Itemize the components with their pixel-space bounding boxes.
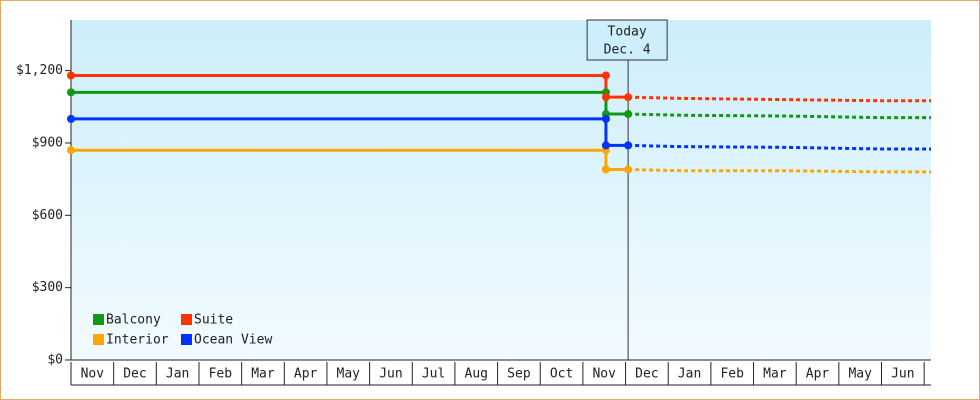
- forecast-line: [628, 112, 931, 120]
- x-tick-label: May: [337, 367, 361, 382]
- legend-label: Suite: [194, 313, 233, 328]
- x-tick-label: May: [848, 367, 872, 382]
- x-tick-label: Jul: [422, 367, 445, 382]
- y-tick-label: $900: [32, 135, 63, 150]
- x-tick-label: Mar: [251, 367, 275, 382]
- legend-label: Interior: [106, 333, 169, 348]
- x-tick-label: Feb: [720, 367, 744, 382]
- x-tick-label: Sep: [507, 367, 531, 382]
- point: [67, 146, 75, 155]
- legend-swatch: [181, 334, 192, 345]
- legend-swatch: [181, 314, 192, 325]
- point: [624, 141, 633, 150]
- x-tick-label: Apr: [806, 367, 830, 382]
- x-tick-label: Nov: [592, 367, 616, 382]
- x-tick-label: Jun: [891, 367, 914, 382]
- point: [601, 93, 610, 102]
- legend-label: Ocean View: [194, 333, 272, 348]
- today-date: Dec. 4: [604, 43, 651, 58]
- x-tick-label: Nov: [81, 367, 105, 382]
- x-tick-label: Aug: [465, 367, 488, 382]
- x-tick-label: Feb: [209, 367, 233, 382]
- point: [67, 71, 75, 80]
- forecast-line: [628, 168, 931, 174]
- forecast-line: [628, 143, 931, 151]
- history-line: [71, 90, 629, 116]
- x-tick-label: Apr: [294, 367, 318, 382]
- legend-swatch: [93, 314, 104, 325]
- today-box: [586, 19, 668, 61]
- x-tick-label: Jun: [379, 367, 402, 382]
- point: [601, 165, 610, 174]
- x-tick-label: Jan: [678, 367, 701, 382]
- y-tick-label: $300: [32, 280, 63, 295]
- y-tick-label: $0: [47, 353, 63, 368]
- history-line: [71, 148, 629, 172]
- point: [601, 114, 610, 123]
- x-tick-label: Dec: [123, 367, 146, 382]
- legend-swatch: [93, 334, 104, 345]
- point: [624, 110, 633, 119]
- legend-label: Balcony: [106, 313, 161, 328]
- point: [67, 88, 75, 97]
- point: [624, 165, 633, 174]
- today-title: Today: [608, 25, 647, 40]
- forecast-line: [628, 95, 931, 103]
- point: [601, 71, 610, 80]
- y-tick-label: $600: [32, 208, 63, 223]
- point: [624, 93, 633, 102]
- history-line: [71, 73, 629, 99]
- x-tick-label: Mar: [763, 367, 787, 382]
- y-tick-label: $1,200: [16, 63, 63, 78]
- history-line: [71, 117, 629, 147]
- point: [67, 114, 75, 123]
- plot-area: [71, 20, 931, 360]
- point: [601, 141, 610, 150]
- x-tick-label: Dec: [635, 367, 658, 382]
- x-tick-label: Jan: [166, 367, 189, 382]
- x-tick-label: Oct: [550, 367, 573, 382]
